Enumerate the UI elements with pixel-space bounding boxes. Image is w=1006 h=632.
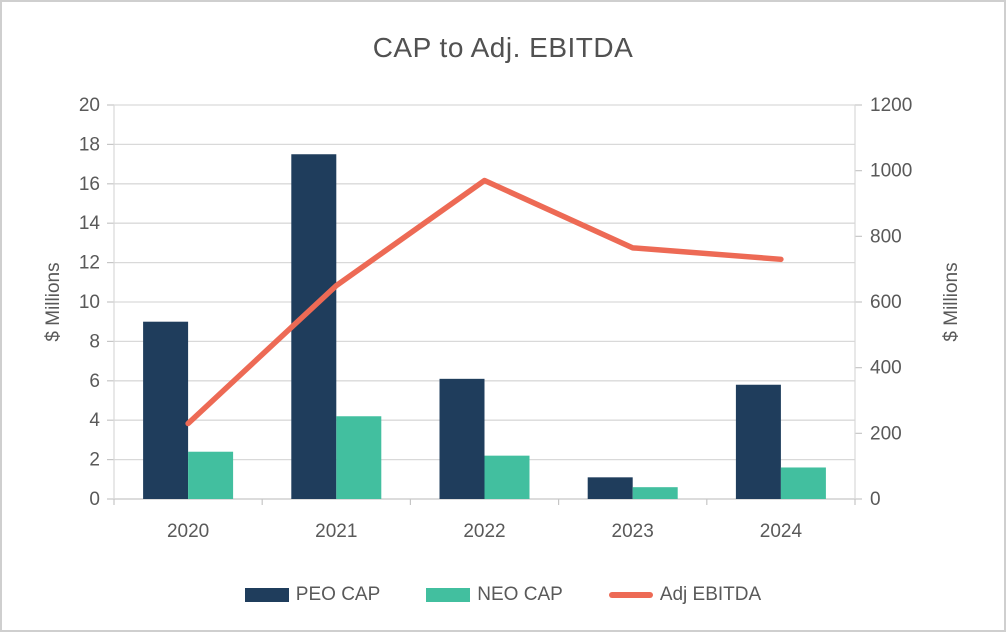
left-axis-tick-label: 18: [79, 134, 100, 155]
left-axis-tick-label: 14: [79, 213, 101, 234]
legend-label-neo-cap: NEO CAP: [477, 584, 563, 605]
bar-neo-cap-2024: [780, 467, 826, 499]
bar-peo-cap-2020: [143, 321, 189, 499]
legend-item-neo-cap: NEO CAP: [426, 584, 563, 606]
right-axis-tick-label: 800: [870, 226, 902, 247]
neo-cap-swatch-icon: [426, 588, 471, 602]
bar-peo-cap-2021: [291, 154, 337, 499]
left-axis-tick-label: 16: [79, 174, 100, 195]
x-axis-category-label: 2023: [612, 521, 654, 542]
right-axis-tick-label: 1000: [870, 161, 912, 182]
legend: PEO CAP NEO CAP Adj EBITDA: [2, 584, 1004, 606]
left-axis-tick-label: 4: [89, 410, 100, 431]
peo-cap-swatch-icon: [244, 588, 289, 602]
right-axis-tick-label: 1200: [870, 95, 912, 116]
bar-neo-cap-2021: [336, 416, 382, 499]
left-axis-tick-label: 10: [79, 292, 100, 313]
left-axis-tick-label: 0: [89, 489, 100, 510]
legend-label-peo-cap: PEO CAP: [295, 584, 381, 605]
bar-peo-cap-2022: [439, 378, 485, 499]
adj-ebitda-line-swatch-icon: [608, 592, 653, 598]
x-axis-category-label: 2024: [760, 521, 803, 542]
right-axis-tick-label: 400: [870, 358, 902, 379]
right-axis-tick-label: 200: [870, 423, 902, 444]
x-axis-category-label: 2021: [315, 521, 357, 542]
chart-title: CAP to Adj. EBITDA: [372, 32, 634, 63]
left-axis-tick-label: 6: [89, 371, 100, 392]
bar-neo-cap-2023: [632, 487, 678, 499]
right-axis-tick-label: 600: [870, 292, 902, 313]
bar-peo-cap-2024: [735, 384, 781, 499]
legend-label-adj-ebitda: Adj EBITDA: [659, 584, 762, 605]
x-axis-category-label: 2020: [167, 521, 209, 542]
bar-neo-cap-2022: [484, 455, 530, 499]
left-axis-tick-label: 20: [79, 95, 100, 116]
left-axis-tick-label: 2: [89, 450, 100, 471]
bar-peo-cap-2023: [587, 477, 633, 499]
x-axis-category-label: 2022: [463, 521, 505, 542]
legend-item-peo-cap: PEO CAP: [244, 584, 381, 606]
legend-item-adj-ebitda: Adj EBITDA: [608, 584, 762, 606]
right-axis-tick-label: 0: [870, 489, 881, 510]
left-axis-tick-label: 8: [89, 331, 100, 352]
left-axis-tick-label: 12: [79, 253, 100, 274]
line-adj-ebitda: [185, 177, 784, 427]
bar-neo-cap-2020: [188, 451, 234, 499]
